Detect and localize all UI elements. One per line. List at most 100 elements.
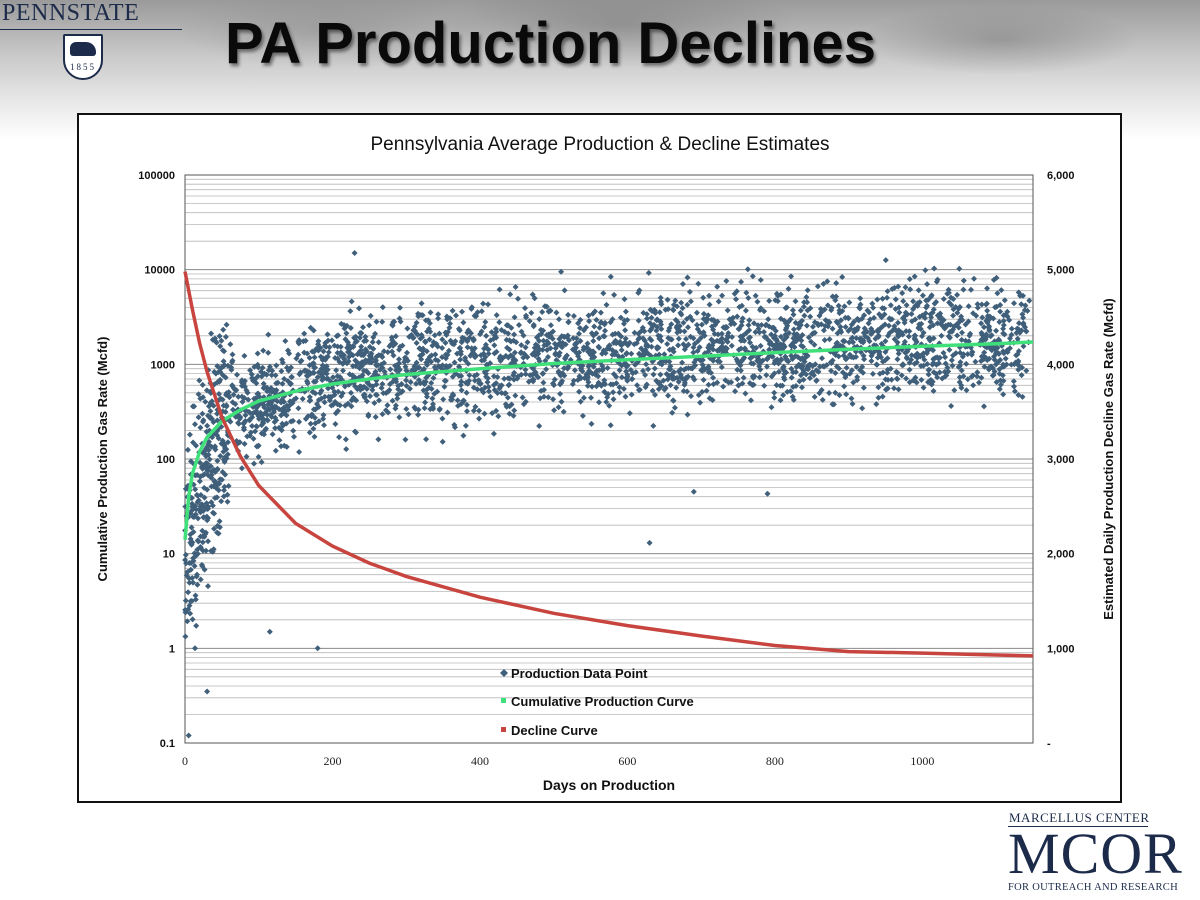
data-point — [224, 498, 231, 505]
data-point — [312, 378, 319, 385]
data-point — [502, 401, 509, 408]
data-point — [596, 344, 603, 351]
data-point — [214, 457, 221, 464]
data-point — [536, 316, 543, 323]
data-point — [589, 370, 596, 377]
data-point — [466, 372, 473, 379]
data-point — [217, 395, 224, 402]
data-point — [504, 344, 511, 351]
data-point — [624, 377, 631, 384]
data-point — [235, 420, 242, 427]
data-point — [690, 344, 697, 351]
data-point — [684, 411, 691, 418]
data-point — [272, 372, 279, 379]
data-point — [1000, 330, 1007, 337]
data-point — [920, 384, 927, 391]
data-point — [558, 268, 565, 275]
data-point — [419, 312, 426, 319]
data-point — [561, 372, 568, 379]
data-point — [580, 327, 587, 334]
data-point — [404, 349, 410, 356]
data-point — [969, 348, 976, 355]
data-point — [658, 358, 664, 365]
data-point — [783, 355, 790, 362]
data-point — [690, 374, 696, 381]
data-point — [240, 424, 247, 431]
data-point — [989, 372, 996, 379]
data-point — [923, 304, 930, 311]
data-point — [958, 316, 965, 323]
data-point — [891, 325, 898, 332]
data-point — [1000, 391, 1007, 398]
data-point — [375, 362, 382, 369]
data-point — [841, 338, 848, 345]
data-point — [601, 380, 608, 386]
data-point — [882, 338, 889, 345]
data-point — [398, 381, 405, 387]
data-point — [520, 354, 527, 361]
data-point — [454, 350, 461, 357]
data-point — [337, 349, 344, 356]
data-point — [925, 371, 932, 378]
data-point — [771, 332, 778, 339]
data-point — [342, 336, 349, 343]
data-point — [456, 345, 463, 352]
data-point — [433, 341, 440, 347]
data-point — [891, 284, 898, 291]
data-point — [441, 383, 448, 390]
data-point — [634, 382, 641, 389]
data-point — [790, 326, 797, 333]
data-point — [790, 396, 797, 403]
data-point — [700, 310, 707, 317]
data-point — [333, 367, 340, 374]
data-point — [366, 343, 373, 350]
data-point — [1006, 345, 1013, 352]
data-point — [929, 346, 936, 353]
data-point — [797, 307, 804, 314]
data-point — [635, 336, 642, 343]
data-point — [211, 525, 218, 532]
data-point — [723, 345, 730, 352]
data-point — [950, 296, 957, 302]
data-point — [218, 337, 225, 344]
data-point — [1006, 317, 1013, 324]
data-point — [926, 324, 933, 331]
data-point — [788, 343, 795, 350]
data-point — [736, 304, 743, 310]
data-point — [347, 308, 354, 315]
data-point — [710, 374, 717, 381]
data-point — [1015, 362, 1022, 369]
data-point — [457, 356, 464, 363]
data-point — [649, 308, 655, 314]
y-axis-label: Cumulative Production Gas Rate (Mcfd) — [95, 337, 110, 582]
data-point — [459, 308, 465, 315]
data-point — [556, 336, 563, 342]
data-point — [920, 329, 927, 336]
data-point — [878, 314, 885, 321]
data-point — [308, 411, 315, 418]
data-point — [468, 304, 475, 311]
data-point — [301, 330, 308, 337]
data-point — [423, 348, 430, 355]
data-point — [874, 296, 881, 303]
data-point — [251, 460, 257, 467]
data-point — [459, 334, 466, 341]
data-point — [812, 361, 819, 368]
data-point — [882, 257, 889, 264]
data-point — [577, 325, 583, 331]
data-point — [687, 313, 694, 320]
data-point — [853, 363, 860, 370]
data-point — [672, 297, 679, 304]
pennstate-wordmark: PENNSTATE — [2, 0, 140, 26]
data-point — [843, 391, 850, 398]
data-point — [565, 311, 572, 318]
data-point — [530, 365, 537, 372]
data-point — [809, 323, 816, 330]
data-point — [724, 338, 731, 345]
data-point — [622, 360, 629, 367]
data-point — [654, 316, 661, 323]
nittany-lion-icon — [70, 42, 96, 56]
data-point — [922, 267, 929, 274]
data-point — [623, 340, 630, 347]
data-point — [906, 359, 913, 366]
